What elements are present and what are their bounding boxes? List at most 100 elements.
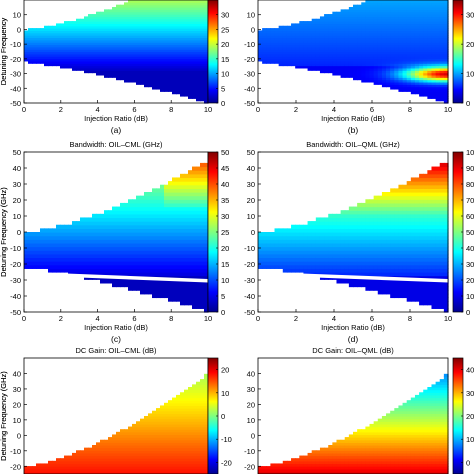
heat-cell — [32, 242, 37, 248]
heat-cell — [136, 58, 141, 62]
heat-cell — [340, 253, 346, 259]
heat-cell — [64, 250, 69, 255]
heat-cell — [365, 60, 371, 64]
heat-cell — [160, 217, 165, 222]
heat-cell — [357, 250, 362, 255]
heat-cell — [394, 293, 400, 299]
heat-cell — [56, 242, 61, 248]
heat-cell — [443, 32, 449, 36]
heat-cell — [386, 28, 391, 32]
heat-cell — [406, 239, 412, 244]
heat-cell — [386, 210, 391, 215]
heat-cell — [295, 37, 300, 41]
heat-cell — [402, 279, 408, 284]
heat-cell — [443, 246, 449, 251]
heat-cell — [324, 221, 329, 226]
heat-cell — [357, 53, 362, 57]
heat-cell — [340, 53, 346, 57]
heat-cell — [144, 42, 149, 46]
heat-cell — [72, 32, 77, 36]
heat-cell — [156, 264, 161, 269]
heat-cell — [431, 199, 437, 204]
heat-cell — [381, 199, 387, 204]
heat-cell — [423, 0, 428, 3]
heat-cell — [419, 301, 424, 306]
heat-cell — [200, 79, 205, 83]
heat-cell — [168, 0, 173, 3]
heat-cell — [52, 246, 57, 251]
heat-cell — [200, 21, 205, 25]
heat-cell — [60, 28, 65, 32]
heat-cell — [40, 32, 45, 36]
heat-cell — [336, 224, 342, 229]
heat-cell — [336, 16, 342, 20]
heat-cell — [180, 250, 185, 255]
heat-cell — [439, 261, 445, 266]
heat-cell — [36, 242, 41, 248]
heat-cell — [348, 242, 354, 248]
unlocked-gap-line — [23, 271, 209, 283]
heat-cell — [402, 14, 408, 17]
heat-cell — [168, 195, 173, 200]
heat-cell — [332, 56, 338, 60]
heat-cell — [92, 65, 97, 69]
heat-cell — [80, 30, 85, 34]
heat-cell — [282, 51, 288, 55]
heat-cell — [64, 32, 69, 36]
heat-cell — [398, 58, 404, 62]
heat-cell — [390, 86, 395, 90]
heat-cell — [423, 250, 428, 255]
heat-cell — [410, 60, 416, 64]
heat-cell — [390, 51, 395, 55]
heat-cell — [435, 91, 441, 95]
heat-cell — [152, 279, 157, 284]
heat-cell — [270, 42, 276, 46]
heat-cell — [200, 60, 205, 64]
heat-cell — [56, 264, 61, 269]
heat-cell — [377, 65, 383, 69]
heat-cell — [348, 232, 354, 237]
heat-cell — [164, 221, 169, 226]
heat-cell — [32, 264, 37, 269]
heat-cell — [76, 264, 81, 269]
heat-cell — [324, 242, 329, 248]
heat-cell — [164, 210, 169, 215]
heat-cell — [136, 49, 141, 53]
heat-cell — [381, 39, 387, 43]
heat-cell — [68, 63, 73, 67]
heat-cell — [361, 253, 366, 259]
heat-cell — [307, 39, 313, 43]
heat-cell — [92, 70, 97, 74]
heat-cell — [419, 42, 424, 46]
heat-cell — [128, 53, 133, 57]
heat-cell — [377, 32, 383, 36]
heat-cell — [365, 261, 371, 266]
heat-cell — [164, 293, 169, 299]
heat-cell — [192, 95, 197, 99]
heat-cell — [386, 272, 391, 277]
heat-cell — [381, 221, 387, 226]
heat-cell — [369, 18, 375, 22]
heat-cell — [92, 221, 97, 226]
heat-cell — [419, 28, 424, 32]
heat-cell — [188, 232, 193, 237]
heat-cell — [60, 250, 65, 255]
heat-cell — [132, 23, 137, 27]
heat-cell — [324, 264, 329, 269]
heat-cell — [398, 53, 404, 57]
heat-cell — [144, 30, 149, 34]
heat-cell — [204, 272, 209, 277]
heat-cell — [140, 21, 145, 25]
heat-cell — [60, 32, 65, 36]
heat-cell — [377, 81, 383, 85]
heat-cell — [188, 4, 193, 8]
heat-cell — [386, 60, 391, 64]
heat-cell — [144, 37, 149, 41]
heat-cell — [270, 58, 276, 62]
heat-cell — [307, 232, 313, 237]
heat-cell — [286, 28, 292, 32]
heat-cell — [100, 11, 105, 15]
heat-cell — [406, 224, 412, 229]
heat-cell — [274, 49, 280, 53]
heat-cell — [188, 37, 193, 41]
